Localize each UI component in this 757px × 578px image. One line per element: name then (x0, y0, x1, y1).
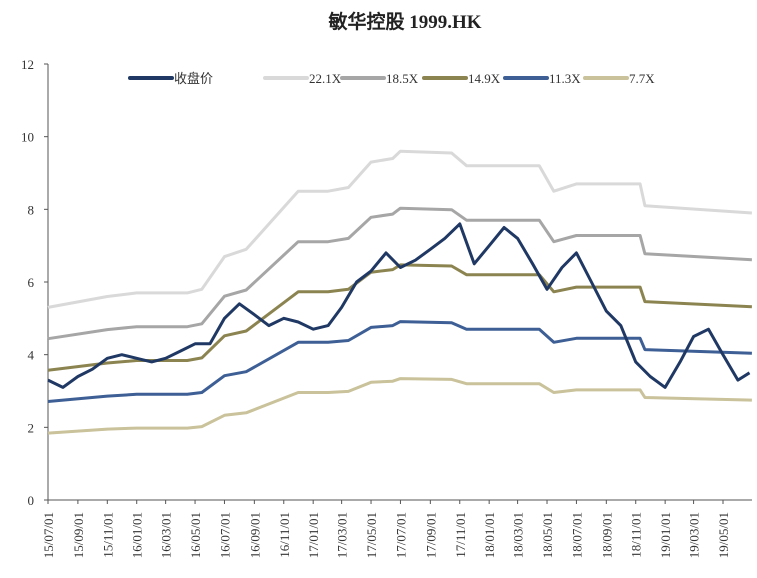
series-line-18.5X (47, 206, 752, 341)
x-tick-label: 17/01/01 (306, 512, 321, 558)
x-tick-label: 16/03/01 (159, 512, 174, 558)
x-tick-label: 15/09/01 (71, 512, 86, 558)
y-tick-label: 12 (21, 57, 34, 72)
y-tick-label: 4 (28, 348, 35, 363)
x-tick-label: 18/03/01 (511, 512, 526, 558)
legend: 收盘价 22.1X 18.5X 14.9X 11.3X 7.7X (128, 71, 655, 86)
x-tick-label: 17/11/01 (453, 512, 468, 558)
x-tick-label: 17/05/01 (364, 512, 379, 558)
legend-label: 收盘价 (174, 71, 213, 86)
x-tick-label: 16/01/01 (130, 512, 145, 558)
axes: 0 2 4 6 8 10 12 15/07/01 15/09/01 15/11/01 16/01/0… (21, 57, 752, 558)
y-tick-label: 10 (21, 130, 34, 145)
x-tick-label: 18/11/01 (629, 512, 644, 558)
x-tick-label: 19/01/01 (658, 512, 673, 558)
series-line-11.3X (47, 320, 752, 403)
y-tick-label: 8 (28, 202, 35, 217)
x-tick-label: 16/11/01 (277, 512, 292, 558)
x-tick-label: 18/09/01 (599, 512, 614, 558)
x-tick-label: 18/07/01 (569, 512, 584, 558)
series-line-22.1X (47, 149, 753, 309)
y-tick-label: 2 (28, 420, 35, 435)
x-tick-label: 18/05/01 (540, 512, 555, 558)
y-tick-label: 0 (28, 493, 35, 508)
x-tick-label: 17/09/01 (423, 512, 438, 558)
series-line-7.7X (47, 377, 752, 435)
series-line-14.9X (47, 263, 752, 372)
y-tick-label: 6 (28, 275, 35, 290)
x-tick-label: 16/09/01 (247, 512, 262, 558)
x-tick-label: 19/05/01 (716, 512, 731, 558)
x-tick-label: 16/07/01 (217, 512, 232, 558)
legend-label: 14.9X (468, 71, 501, 86)
x-tick-label: 17/03/01 (335, 512, 350, 558)
x-tick-label: 17/07/01 (393, 512, 408, 558)
series-line-close (47, 222, 751, 389)
x-tick-label: 16/05/01 (188, 512, 203, 558)
legend-label: 11.3X (549, 71, 581, 86)
x-tick-label: 15/07/01 (41, 512, 56, 558)
x-tick-label: 18/01/01 (482, 512, 497, 558)
legend-label: 7.7X (629, 71, 655, 86)
x-tick-label: 19/03/01 (687, 512, 702, 558)
x-tick-label: 15/11/01 (100, 512, 115, 558)
legend-label: 18.5X (386, 71, 419, 86)
chart-title: 敏华控股 1999.HK (327, 10, 481, 33)
legend-label: 22.1X (309, 71, 342, 86)
series-lines (47, 149, 753, 435)
